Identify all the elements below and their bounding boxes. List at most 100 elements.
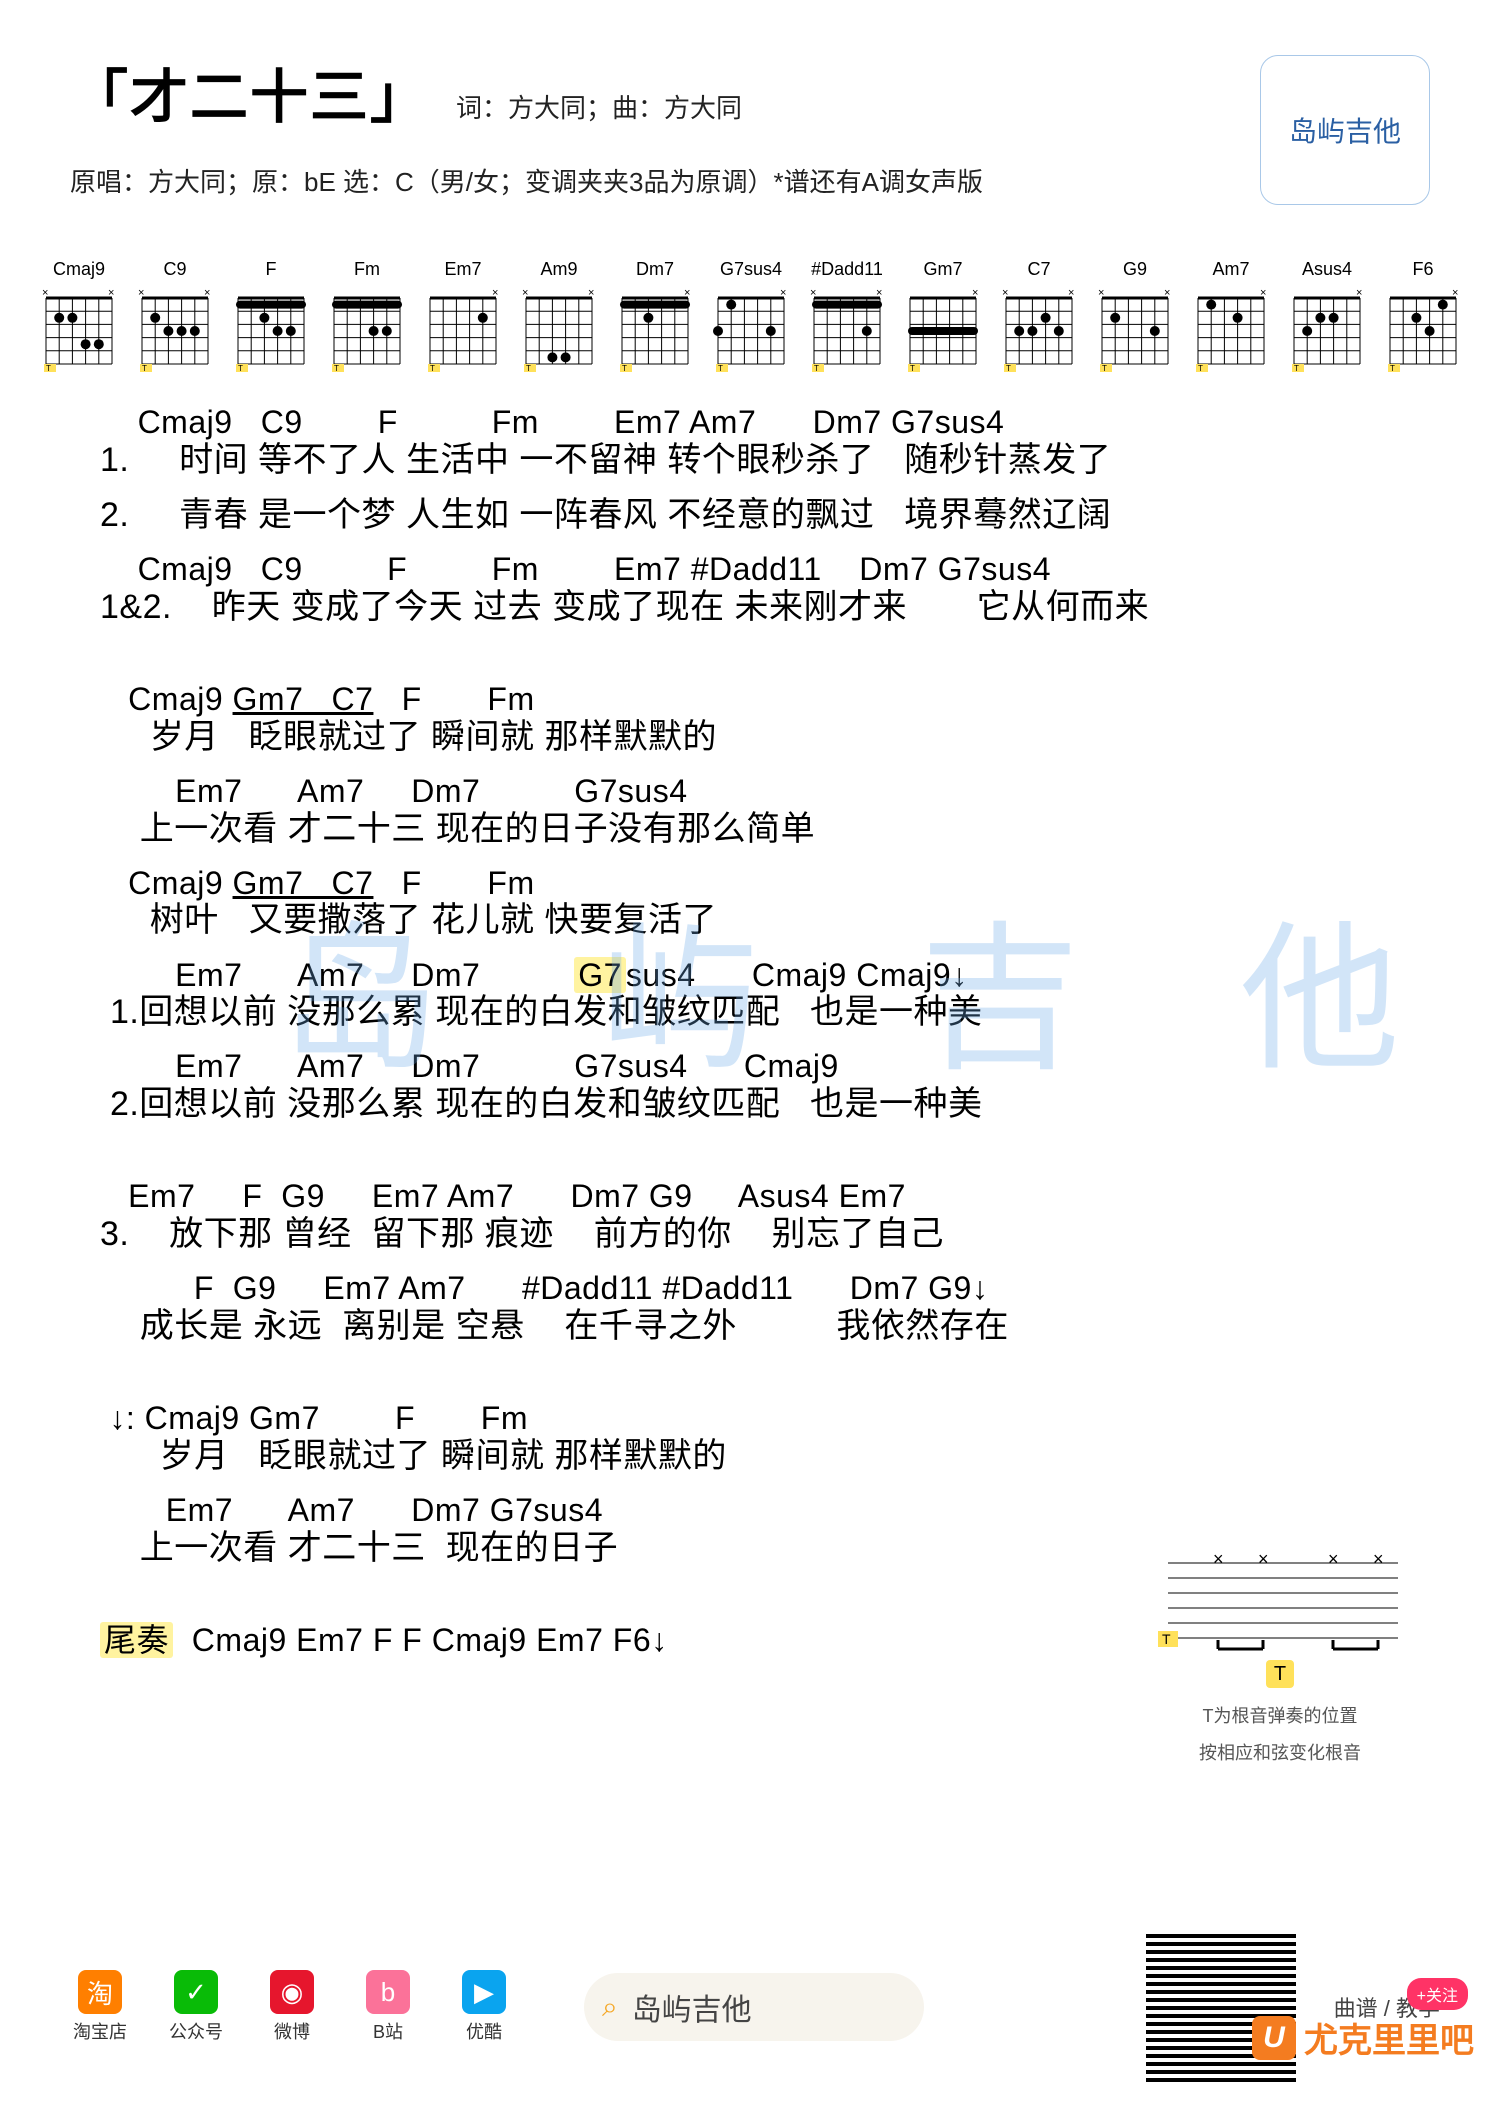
svg-text:×: × [876, 287, 882, 299]
song-line: Em7 Am7 Dm7 G7sus4 Cmaj9 2.回想以前 没那么累 现在的… [100, 1048, 1400, 1124]
social-icon: 淘 [78, 1970, 122, 2014]
svg-text:×: × [972, 287, 978, 299]
svg-text:T: T [1294, 364, 1299, 373]
chord-line: Cmaj9 Gm7 C7 F Fm [100, 681, 1400, 718]
svg-text:T: T [1198, 364, 1203, 373]
chord-diagram: G9 × × T [1092, 259, 1178, 374]
chord-line: Em7 Am7 Dm7 G7sus4 [100, 1492, 1400, 1529]
chord-diagram: Asus4×T [1284, 259, 1370, 374]
credits: 词：方大同；曲：方大同 [456, 88, 742, 125]
svg-text:T: T [1162, 1631, 1171, 1647]
svg-text:×: × [1328, 1549, 1339, 1569]
song-line: Cmaj9 C9 F Fm Em7 #Dadd11 Dm7 G7sus41&2.… [100, 551, 1400, 627]
social-link[interactable]: ▶ 优酷 [444, 1970, 524, 2044]
svg-text:×: × [1098, 287, 1104, 299]
svg-text:×: × [108, 287, 114, 299]
lyric-line: 3. 放下那 曾经 留下那 痕迹 前方的你 别忘了自己 [100, 1215, 1400, 1254]
rhythm-pattern-svg: × × × × × T [1158, 1545, 1408, 1655]
sheet-header: 「才二十三」 词：方大同；曲：方大同 原唱：方大同；原：bE 选：C（男/女；变… [0, 0, 1500, 219]
chord-diagram: F6 × T [1380, 259, 1466, 374]
lyric-line: 2.回想以前 没那么累 现在的白发和皱纹匹配 也是一种美 [100, 1085, 1400, 1124]
song-line: Em7 Am7 Dm7 G7sus4 上一次看 才二十三 现在的日子没有那么简单 [100, 773, 1400, 849]
lyric-line: 树叶 又要撒落了 花儿就 快要复活了 [100, 901, 1400, 940]
chord-diagram: C7××T [996, 259, 1082, 374]
t-badge: T [1266, 1660, 1294, 1688]
svg-text:T: T [46, 364, 51, 373]
lyric-line: 成长是 永远 离别是 空悬 在千寻之外 我依然存在 [100, 1307, 1400, 1346]
svg-text:T: T [1390, 364, 1395, 373]
svg-text:T: T [526, 364, 531, 373]
chord-diagram: #Dadd11××T [804, 259, 890, 374]
social-icon: ✓ [174, 1970, 218, 2014]
chord-label: G9 [1123, 259, 1147, 280]
social-icon: b [366, 1970, 410, 2014]
svg-text:×: × [810, 287, 816, 299]
chord-label: Asus4 [1302, 259, 1352, 280]
chord-label: F [266, 259, 277, 280]
social-label: 优酷 [466, 2018, 502, 2044]
song-line: Em7 F G9 Em7 Am7 Dm7 G9 Asus4 Em73. 放下那 … [100, 1178, 1400, 1254]
chord-label: Am9 [540, 259, 577, 280]
svg-text:×: × [204, 287, 210, 299]
search-pill[interactable]: ⌕ 岛屿吉他 [584, 1973, 924, 2041]
chord-label: Cmaj9 [53, 259, 105, 280]
chord-diagram: G7sus4×T [708, 259, 794, 374]
chord-diagram: Am7 × T [1188, 259, 1274, 374]
svg-text:T: T [238, 364, 243, 373]
lyric-line: 岁月 眨眼就过了 瞬间就 那样默默的 [100, 1437, 1400, 1476]
social-link[interactable]: b B站 [348, 1970, 428, 2044]
social-link[interactable]: 淘淘宝店 [60, 1970, 140, 2044]
song-body: Cmaj9 C9 F Fm Em7 Am7 Dm7 G7sus41. 时间 等不… [0, 394, 1500, 1659]
social-icon: ▶ [462, 1970, 506, 2014]
svg-text:×: × [588, 287, 594, 299]
lyric-line: 1. 时间 等不了人 生活中 一不留神 转个眼秒杀了 随秒针蒸发了 [100, 441, 1400, 480]
social-link[interactable]: ✓公众号 [156, 1970, 236, 2044]
uke-brand-text: 尤克里里吧 [1304, 2013, 1474, 2062]
song-line: ↓: Cmaj9 Gm7 F Fm 岁月 眨眼就过了 瞬间就 那样默默的 [100, 1400, 1400, 1476]
chord-line: Cmaj9 C9 F Fm Em7 #Dadd11 Dm7 G7sus4 [100, 551, 1400, 588]
social-label: 微博 [274, 2018, 310, 2044]
song-line: 2. 青春 是一个梦 人生如 一阵春风 不经意的飘过 境界蓦然辽阔 [100, 496, 1400, 535]
rhythm-tip-2: 按相应和弦变化根音 [1158, 1739, 1402, 1768]
chord-diagram: C9××T [132, 259, 218, 374]
rhythm-pattern-box: × × × × × T T T为根音弹奏的位置 按相应和弦变化根音 [1150, 1531, 1410, 1782]
svg-text:×: × [522, 287, 528, 299]
chord-label: Fm [354, 259, 380, 280]
svg-text:×: × [1452, 287, 1458, 299]
svg-text:T: T [334, 364, 339, 373]
svg-text:×: × [684, 287, 690, 299]
brand-logo: 岛屿吉他 [1260, 55, 1430, 205]
chord-line: Em7 Am7 Dm7 G7sus4 [100, 773, 1400, 810]
svg-text:T: T [718, 364, 723, 373]
svg-text:T: T [1006, 364, 1011, 373]
lyric-line: 1.回想以前 没那么累 现在的白发和皱纹匹配 也是一种美 [100, 993, 1400, 1032]
chord-diagram: FT [228, 259, 314, 374]
svg-text:×: × [1373, 1549, 1384, 1569]
search-text: 岛屿吉他 [632, 1985, 752, 2029]
chord-label: G7sus4 [720, 259, 782, 280]
chord-label: Gm7 [923, 259, 962, 280]
lyric-line: 2. 青春 是一个梦 人生如 一阵春风 不经意的飘过 境界蓦然辽阔 [100, 496, 1400, 535]
social-link[interactable]: ◉微博 [252, 1970, 332, 2044]
chord-label: F6 [1412, 259, 1433, 280]
svg-text:×: × [1260, 287, 1266, 299]
svg-text:×: × [1258, 1549, 1269, 1569]
song-line: Cmaj9 Gm7 C7 F Fm 树叶 又要撒落了 花儿就 快要复活了 [100, 865, 1400, 941]
chord-line: Cmaj9 Gm7 C7 F Fm [100, 865, 1400, 902]
chord-diagram: Em7×T [420, 259, 506, 374]
song-line: Cmaj9 C9 F Fm Em7 Am7 Dm7 G7sus41. 时间 等不… [100, 404, 1400, 480]
chord-label: Dm7 [636, 259, 674, 280]
song-line: Cmaj9 Gm7 C7 F Fm 岁月 眨眼就过了 瞬间就 那样默默的 [100, 681, 1400, 757]
svg-text:×: × [138, 287, 144, 299]
svg-text:T: T [1102, 364, 1107, 373]
svg-text:×: × [1164, 287, 1170, 299]
lyric-line: 岁月 眨眼就过了 瞬间就 那样默默的 [100, 718, 1400, 757]
svg-text:×: × [1068, 287, 1074, 299]
follow-badge[interactable]: +关注 [1407, 1978, 1468, 2010]
social-label: B站 [373, 2018, 403, 2044]
svg-text:×: × [492, 287, 498, 299]
lyric-line: 上一次看 才二十三 现在的日子没有那么简单 [100, 810, 1400, 849]
chord-label: Am7 [1212, 259, 1249, 280]
svg-text:T: T [430, 364, 435, 373]
svg-text:×: × [1213, 1549, 1224, 1569]
